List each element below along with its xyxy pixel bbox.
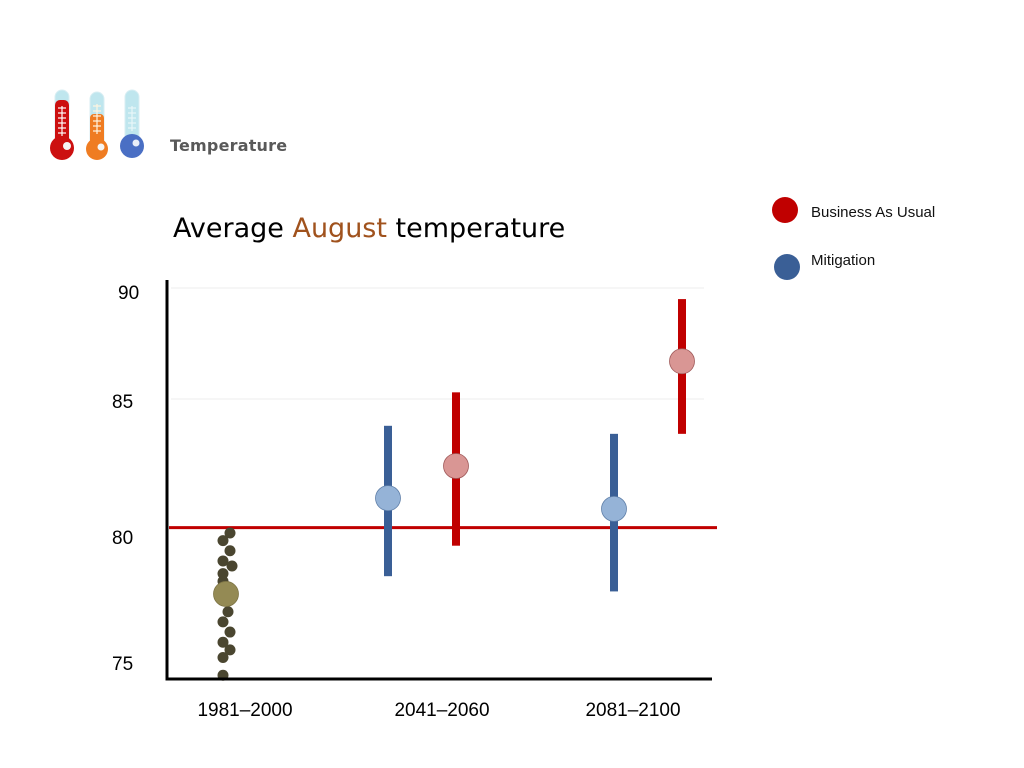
observed-point [224,626,236,638]
x-tick-label: 2081–2100 [585,700,680,721]
observed-point [224,545,236,557]
legend-marker-mitigation [774,254,800,280]
red-thermometer-icon [50,89,74,160]
bau-point [443,453,469,479]
orange-thermometer-icon [86,91,108,160]
y-tick-label: 85 [112,392,133,413]
observed-point [217,636,229,648]
bau-point [669,348,695,375]
y-tick-label: 90 [118,283,139,304]
legend-marker-bau [772,197,798,223]
mitigation-point [375,485,401,512]
observed-point [222,606,234,618]
observed-point [226,560,238,572]
mitigation-point [601,495,627,522]
thermometers-icon [44,86,156,166]
observed-point [217,568,229,580]
section-label: Temperature [170,136,288,155]
x-tick-label: 1981–2000 [197,700,292,721]
chart-title-suffix: temperature [386,213,566,244]
observed-point [217,555,229,567]
observed-point [224,527,236,539]
observed-point [224,644,236,656]
legend-label-mitigation: Mitigation [811,252,876,269]
y-tick-label: 75 [112,654,133,675]
x-tick-label: 2041–2060 [394,700,489,721]
observed-point [217,535,229,547]
chart-title-month: August [292,213,387,244]
observed-point [217,616,229,628]
legend-label-bau: Business As Usual [811,204,936,221]
observed-point [217,651,229,663]
y-tick-label: 80 [112,528,133,549]
chart-title-prefix: Average [173,213,293,244]
observed-mean-point [213,581,239,607]
blue-thermometer-icon [120,89,144,158]
chart-title: Average August temperature [173,213,565,244]
